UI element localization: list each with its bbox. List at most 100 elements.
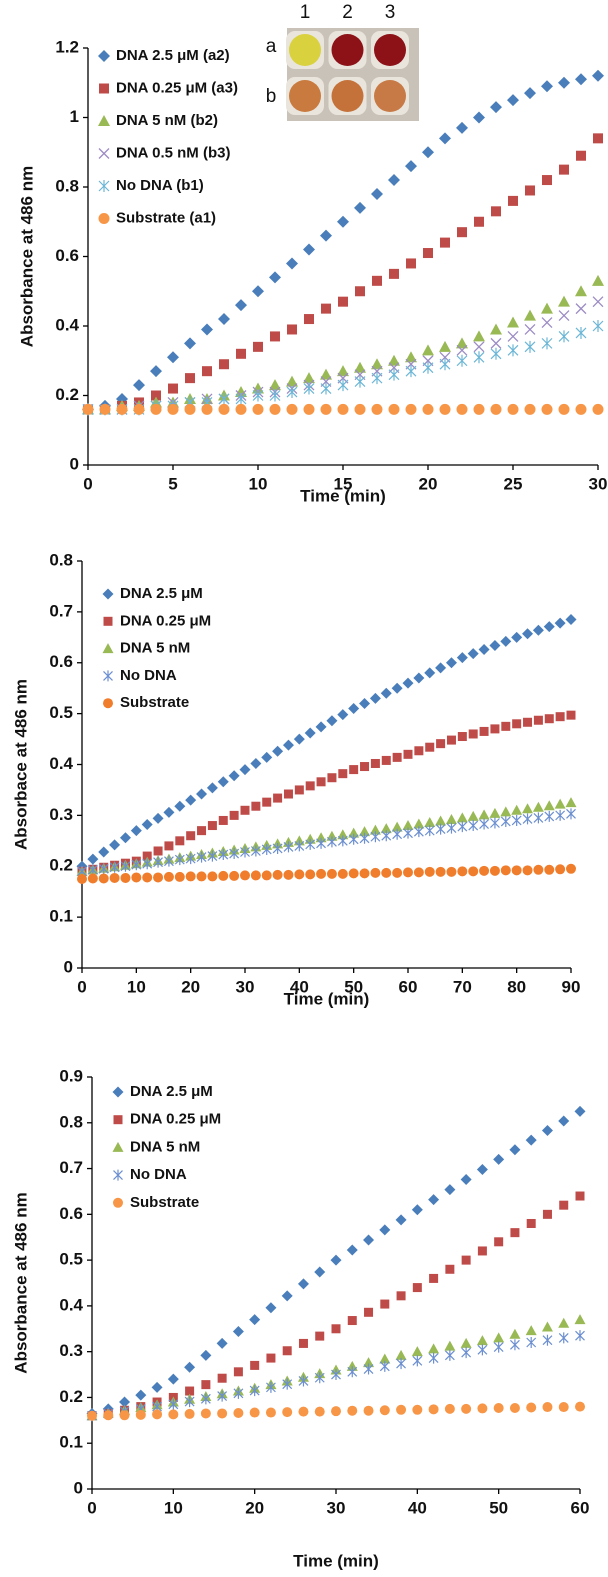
marker [217,1373,227,1383]
marker [337,365,349,377]
y-tick-label: 0.7 [59,1158,83,1177]
marker [184,337,196,350]
marker [185,871,196,882]
marker [428,1194,440,1206]
marker [249,1385,260,1397]
marker [119,832,131,844]
marker [363,1363,374,1375]
marker [403,749,413,759]
y-axis-label: Absorbance at 486 nm [17,166,36,347]
legend-label: Substrate [120,694,189,711]
marker [541,1125,553,1137]
marker [303,382,315,395]
marker [566,808,576,820]
marker [541,80,553,93]
marker [294,785,304,795]
x-tick-label: 60 [399,977,418,996]
marker [217,1408,228,1419]
marker [392,828,403,840]
marker [558,1332,569,1344]
marker [439,132,451,145]
marker [489,865,500,876]
legend-marker [103,670,113,682]
marker [152,1409,163,1420]
marker [298,1375,309,1387]
marker [229,870,240,881]
marker [435,662,447,674]
marker [511,814,522,826]
marker [526,1218,536,1228]
marker [370,831,381,843]
marker [478,809,490,820]
marker [566,863,576,874]
marker [164,855,174,867]
marker [558,295,570,307]
marker [168,1409,179,1420]
y-tick-label: 0.2 [55,385,79,404]
marker [493,1341,504,1353]
marker [283,869,294,880]
marker [184,1361,196,1373]
marker [388,403,400,415]
marker [558,1402,569,1413]
marker [396,1291,406,1301]
x-tick-label: 10 [164,1498,183,1517]
y-tick-label: 0.7 [49,601,73,620]
marker [429,1273,439,1283]
marker [272,745,284,757]
marker [381,830,392,842]
x-tick-label: 10 [127,977,146,996]
marker [164,841,174,851]
marker [185,373,195,384]
marker [507,316,519,328]
marker [233,1387,244,1399]
x-tick-label: 30 [327,1498,346,1517]
marker [444,1184,456,1196]
legend-marker [103,616,113,626]
y-tick-label: 0.6 [55,246,79,265]
marker [168,1398,179,1410]
marker [524,309,536,321]
marker [554,617,566,629]
x-tick-label: 0 [87,1498,96,1517]
marker [476,1335,488,1346]
marker [395,1349,407,1360]
marker [428,1343,440,1354]
marker [461,1347,472,1359]
marker [460,1174,472,1186]
marker [422,146,434,159]
legend-label: DNA 5 nM [120,640,190,657]
marker [456,652,468,664]
marker [533,864,544,875]
x-tick-label: 40 [408,1498,427,1517]
y-tick-label: 0 [70,454,79,473]
marker [153,846,163,856]
x-tick-label: 70 [453,977,472,996]
marker [509,1328,521,1339]
marker [509,1144,521,1156]
marker [473,341,485,353]
marker [559,164,569,175]
marker [251,801,261,811]
marker [265,1407,276,1418]
marker [298,1406,309,1417]
marker [511,865,522,876]
marker [479,818,489,830]
marker [473,330,485,342]
inset-row-label: a [266,36,277,57]
x-tick-label: 5 [168,474,177,493]
marker [380,1299,390,1309]
marker [478,644,490,656]
marker [565,614,577,626]
marker [403,867,413,878]
marker [331,1406,341,1417]
well-liquid [374,80,406,112]
marker [541,337,553,350]
marker [467,648,479,660]
marker [201,1380,211,1390]
marker [168,383,178,394]
marker [184,1396,195,1408]
y-tick-label: 0.6 [49,652,73,671]
marker [396,1358,406,1370]
marker [337,835,348,847]
